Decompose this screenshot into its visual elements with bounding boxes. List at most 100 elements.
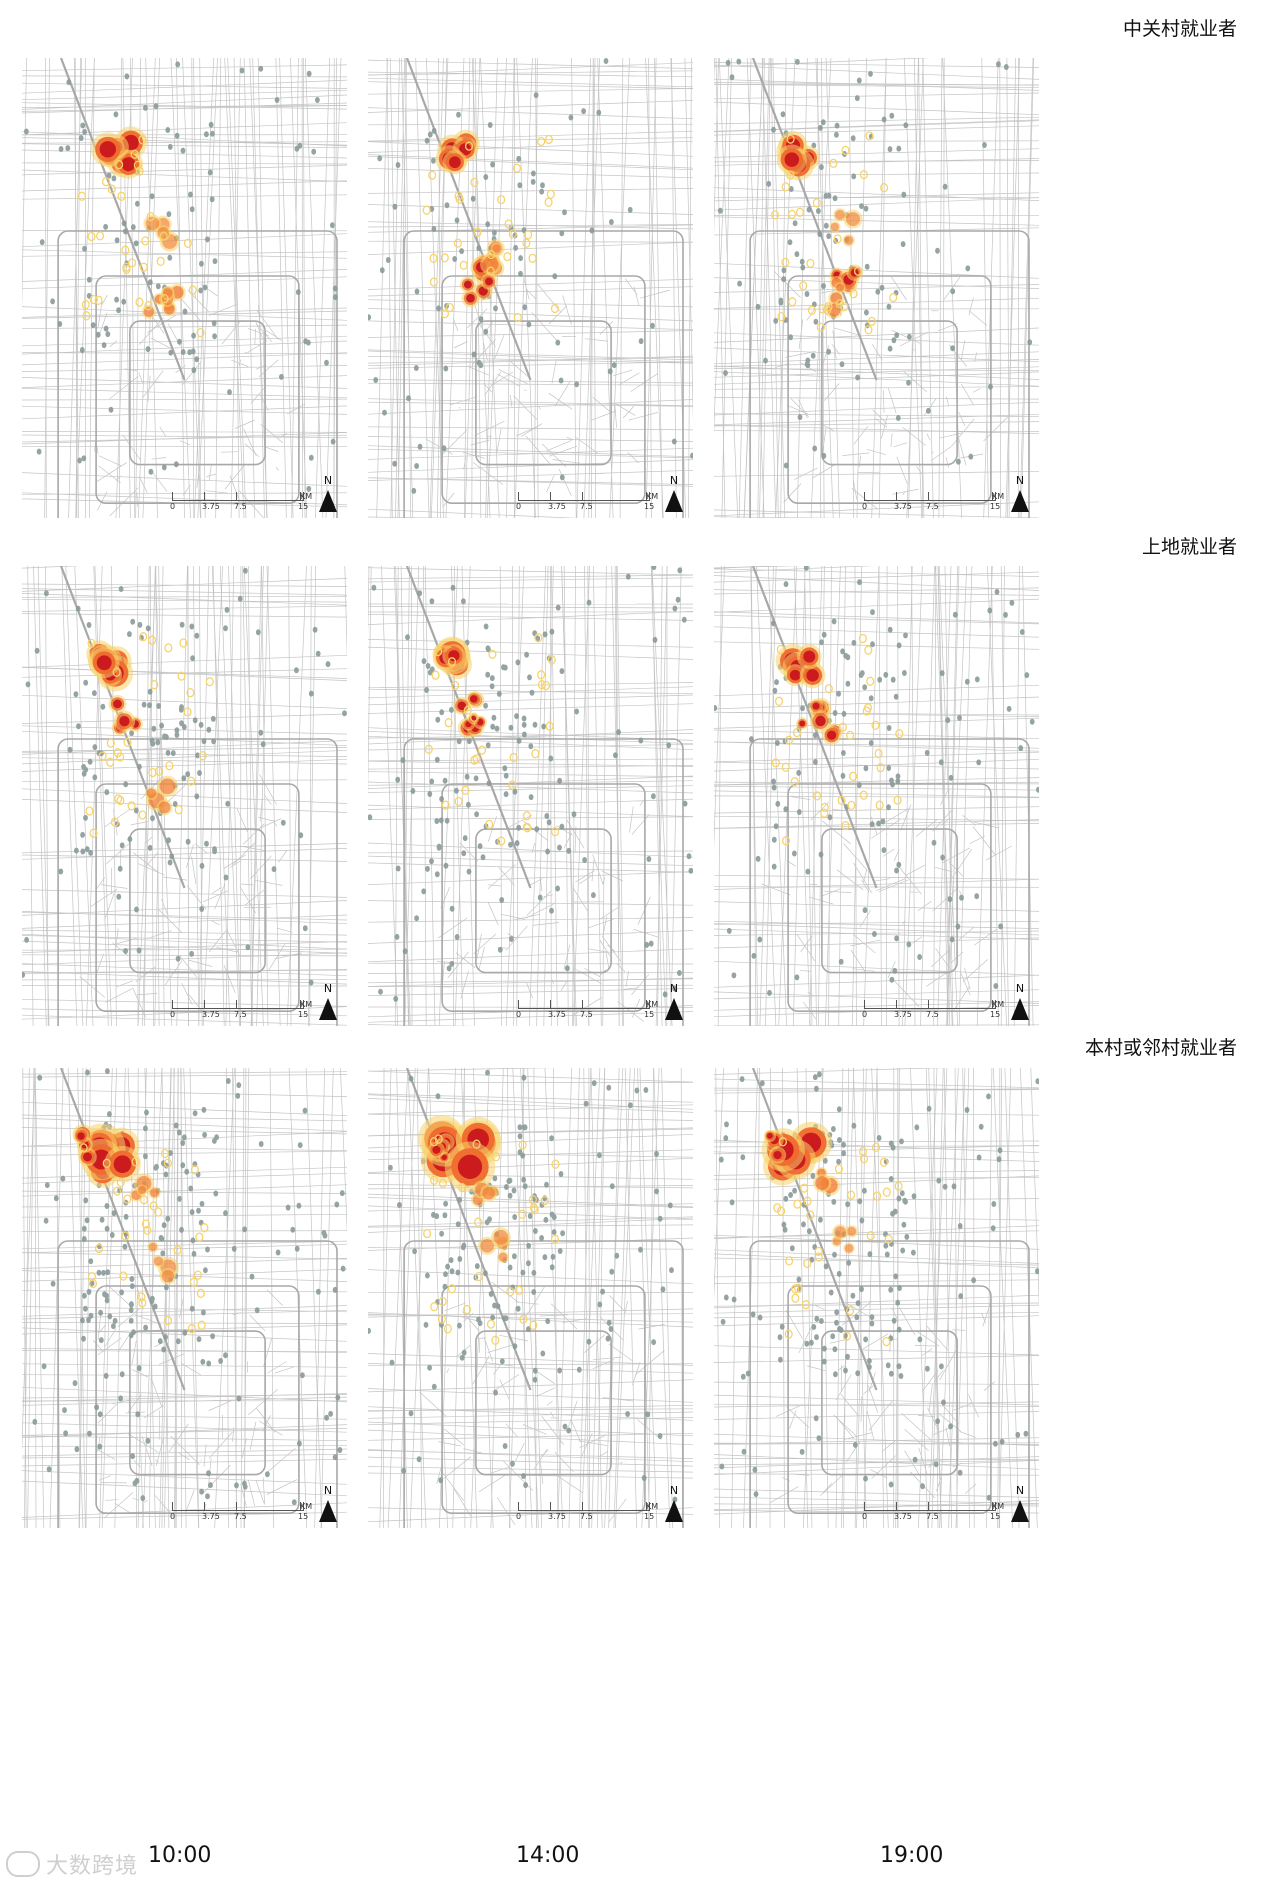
scale-tick — [646, 1000, 647, 1008]
scale-unit: KM — [646, 492, 659, 501]
scale-tick — [518, 1000, 519, 1008]
density-hotspots — [72, 1123, 209, 1334]
scale-tick — [236, 1502, 237, 1510]
road-network-map — [714, 566, 1039, 1026]
scale-unit: KM — [646, 1502, 659, 1511]
north-label: N — [1015, 982, 1025, 995]
scale-bar: 0 3.75 7.5 15 KM — [862, 1502, 1005, 1528]
north-label: N — [323, 474, 333, 487]
scale-tick — [550, 1502, 551, 1510]
north-arrow-icon: N — [317, 1484, 339, 1522]
worker-points — [368, 566, 693, 1002]
scale-tick-label: 0 — [862, 1512, 868, 1521]
ring-roads — [749, 1068, 1030, 1528]
north-label: N — [323, 1484, 333, 1497]
scale-tick — [300, 1000, 301, 1008]
scale-bar: 0 3.75 7.5 15 KM — [170, 1000, 313, 1026]
watermark: 大数跨境 — [6, 1848, 138, 1880]
row-title-local-village: 本村或邻村就业者 — [1084, 1037, 1237, 1059]
scale-tick — [204, 1502, 205, 1510]
north-arrow-shape — [1011, 490, 1029, 512]
road-network-map — [368, 1068, 693, 1528]
time-label-1900: 19:00 — [880, 1843, 944, 1868]
ring-roads — [749, 58, 1030, 518]
scale-bar-line — [172, 1000, 304, 1009]
road-layer — [368, 566, 693, 1026]
scale-tick-label: 3.75 — [894, 502, 912, 511]
scale-tick — [582, 1502, 583, 1510]
scale-tick — [992, 492, 993, 500]
scale-tick-label: 15 — [990, 1512, 1001, 1521]
density-hotspots — [85, 632, 214, 838]
scale-tick — [928, 492, 929, 500]
road-network-map — [368, 58, 693, 518]
north-arrow-shape — [665, 490, 683, 512]
scale-tick — [300, 492, 301, 500]
scale-tick-label: 15 — [298, 502, 309, 511]
scale-tick — [582, 492, 583, 500]
time-label-1000: 10:00 — [148, 1843, 212, 1868]
scale-tick-label: 7.5 — [234, 1010, 247, 1019]
map-panel-shangdi-3: 0 3.75 7.5 15 KM N — [714, 566, 1039, 1026]
scale-tick — [172, 492, 173, 500]
scale-tick-label: 0 — [862, 502, 868, 511]
scale-tick-label: 15 — [990, 502, 1001, 511]
scale-bar: 0 3.75 7.5 15 KM — [170, 1502, 313, 1528]
north-label: N — [669, 1484, 679, 1497]
scale-tick-label: 15 — [990, 1010, 1001, 1019]
scale-tick-label: 3.75 — [894, 1010, 912, 1019]
map-panel-local-village-1: 0 3.75 7.5 15 KM N — [22, 1068, 347, 1528]
scale-tick — [300, 1502, 301, 1510]
north-label: N — [669, 982, 679, 995]
map-panel-zhongguancun-3: 0 3.75 7.5 15 KM N — [714, 58, 1039, 518]
scale-bar-line — [518, 1502, 650, 1511]
worker-points — [717, 58, 1033, 469]
scale-tick-label: 15 — [644, 502, 655, 511]
road-network-map — [22, 566, 347, 1026]
density-hotspots — [770, 130, 898, 335]
scale-tick — [928, 1000, 929, 1008]
density-hotspots — [77, 126, 205, 338]
scale-tick — [646, 492, 647, 500]
scale-tick — [896, 1000, 897, 1008]
north-label: N — [1015, 474, 1025, 487]
scale-unit: KM — [992, 1502, 1005, 1511]
map-panel-local-village-2: 0 3.75 7.5 15 KM N — [368, 1068, 693, 1528]
map-panel-zhongguancun-2: 0 3.75 7.5 15 KM N — [368, 58, 693, 518]
scale-bar-line — [518, 1000, 650, 1009]
road-layer — [714, 58, 1039, 518]
ring-roads — [403, 58, 684, 518]
density-hotspots — [422, 129, 559, 323]
scale-tick — [646, 1502, 647, 1510]
map-panel-shangdi-1: 0 3.75 7.5 15 KM N — [22, 566, 347, 1026]
scale-tick — [864, 492, 865, 500]
map-panel-zhongguancun-1: 0 3.75 7.5 15 KM N — [22, 58, 347, 518]
north-arrow-icon: N — [1009, 474, 1031, 512]
north-arrow-icon: N — [1009, 1484, 1031, 1522]
scale-bar-line — [172, 492, 304, 501]
scale-tick — [550, 1000, 551, 1008]
scale-unit: KM — [300, 1502, 313, 1511]
logo-icon — [6, 1851, 40, 1877]
road-network-map — [22, 58, 347, 518]
scale-unit: KM — [646, 1000, 659, 1009]
scale-tick-label: 7.5 — [580, 1512, 593, 1521]
scale-tick — [928, 1502, 929, 1510]
scale-tick-label: 15 — [298, 1010, 309, 1019]
scale-bar-line — [864, 492, 996, 501]
scale-unit: KM — [992, 492, 1005, 501]
scale-tick — [204, 492, 205, 500]
scale-tick-label: 3.75 — [202, 1010, 220, 1019]
scale-bar-line — [172, 1502, 304, 1511]
scale-bar-line — [518, 492, 650, 501]
scale-tick-label: 0 — [170, 1010, 176, 1019]
scale-tick-label: 7.5 — [926, 502, 939, 511]
scale-unit: KM — [300, 1000, 313, 1009]
road-network-map — [714, 1068, 1039, 1528]
scale-tick-label: 7.5 — [580, 502, 593, 511]
map-panel-shangdi-2: 0 3.75 7.5 15 KM N — [368, 566, 693, 1026]
road-network-map — [22, 1068, 347, 1528]
north-arrow-icon: N — [317, 982, 339, 1020]
scale-tick-label: 7.5 — [234, 1512, 247, 1521]
worker-points — [32, 1068, 346, 1506]
